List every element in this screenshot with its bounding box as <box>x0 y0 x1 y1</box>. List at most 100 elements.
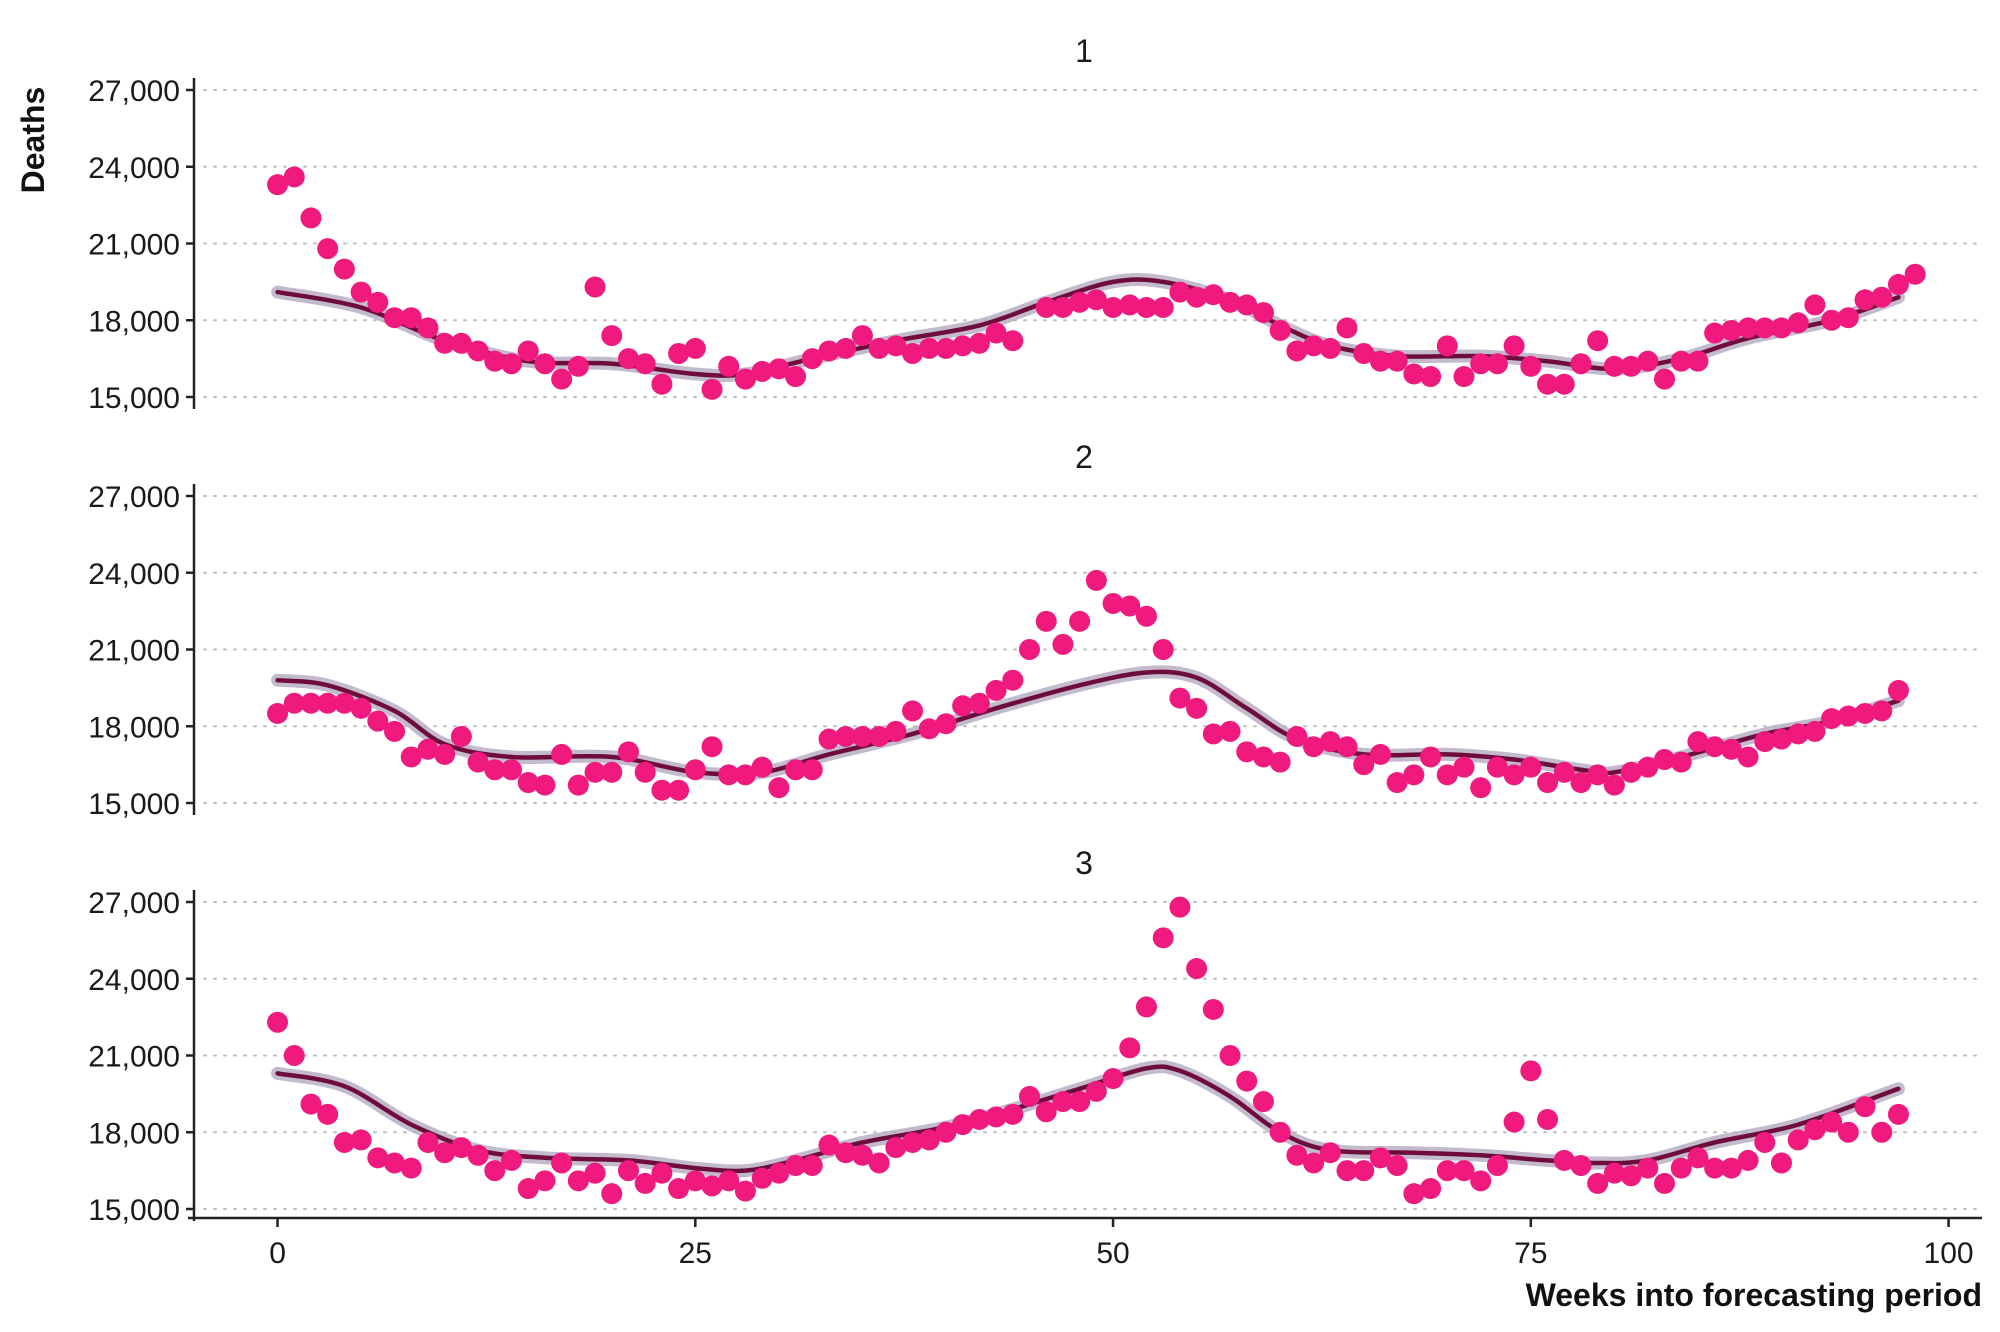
data-point <box>851 725 873 747</box>
data-point <box>500 353 522 375</box>
data-point <box>684 1170 706 1192</box>
data-point <box>400 1157 422 1179</box>
data-point <box>584 276 606 298</box>
data-point <box>484 1160 506 1182</box>
data-point <box>751 1167 773 1189</box>
data-point <box>300 692 322 714</box>
data-point <box>701 1175 723 1197</box>
data-point <box>1152 296 1174 318</box>
y-tick-label: 18,000 <box>88 305 180 338</box>
data-point <box>868 725 890 747</box>
data-point <box>768 358 790 380</box>
data-point <box>1102 296 1124 318</box>
data-point <box>500 759 522 781</box>
data-point <box>851 1144 873 1166</box>
data-point <box>1403 1183 1425 1205</box>
data-point <box>1252 1091 1274 1113</box>
data-point <box>1537 373 1559 395</box>
data-point <box>1754 731 1776 753</box>
data-point <box>668 1178 690 1200</box>
data-point <box>718 764 740 786</box>
x-tick-label: 0 <box>269 1237 286 1270</box>
data-point <box>668 343 690 365</box>
data-point <box>684 759 706 781</box>
y-axis-title: Deaths <box>15 87 51 194</box>
data-point <box>1436 335 1458 357</box>
data-point <box>785 759 807 781</box>
data-point <box>617 741 639 763</box>
data-point <box>1252 746 1274 768</box>
data-point <box>500 1149 522 1171</box>
data-point <box>1119 595 1141 617</box>
data-point <box>567 1170 589 1192</box>
data-point <box>785 1155 807 1177</box>
data-point <box>1369 1147 1391 1169</box>
data-point <box>885 720 907 742</box>
data-point <box>567 355 589 377</box>
data-point <box>801 1155 823 1177</box>
data-point <box>1069 291 1091 313</box>
data-point <box>835 1142 857 1164</box>
panel-2: 2 15,000 18,000 21,000 24,000 27,000 <box>88 439 1983 821</box>
y-tick-label: 15,000 <box>88 788 180 821</box>
data-point <box>1319 731 1341 753</box>
data-point <box>367 710 389 732</box>
data-point <box>1169 896 1191 918</box>
data-point <box>952 335 974 357</box>
data-point <box>450 332 472 354</box>
data-point <box>1804 294 1826 316</box>
data-point <box>985 1106 1007 1128</box>
data-point <box>1420 366 1442 388</box>
data-point <box>1303 1152 1325 1174</box>
data-point <box>517 340 539 362</box>
data-point <box>417 1131 439 1153</box>
data-point <box>517 772 539 794</box>
data-point <box>1587 1172 1609 1194</box>
data-point <box>1436 1160 1458 1182</box>
data-point <box>467 1144 489 1166</box>
y-tick-label: 24,000 <box>88 152 180 185</box>
data-point <box>283 692 305 714</box>
data-point <box>300 1093 322 1115</box>
data-point <box>1503 1111 1525 1133</box>
data-point <box>718 355 740 377</box>
panel-title: 2 <box>1075 439 1093 475</box>
data-point <box>333 1131 355 1153</box>
data-point <box>534 774 556 796</box>
y-tick-label: 18,000 <box>88 711 180 744</box>
data-point <box>1587 764 1609 786</box>
data-point <box>267 174 289 196</box>
data-point <box>467 751 489 773</box>
data-point <box>1052 296 1074 318</box>
data-point <box>1269 319 1291 341</box>
data-point <box>1787 1129 1809 1151</box>
data-point <box>1821 708 1843 730</box>
data-point <box>1186 286 1208 308</box>
data-point <box>333 258 355 280</box>
data-point <box>935 713 957 735</box>
data-point <box>868 1152 890 1174</box>
y-tick-label: 27,000 <box>88 887 180 920</box>
data-point <box>333 692 355 714</box>
data-point <box>400 307 422 329</box>
data-point <box>317 238 339 260</box>
data-point <box>1336 736 1358 758</box>
data-point <box>952 695 974 717</box>
data-point <box>1035 610 1057 632</box>
data-point <box>1887 679 1909 701</box>
data-point <box>417 317 439 339</box>
data-point <box>1236 741 1258 763</box>
data-point <box>434 332 456 354</box>
data-point <box>1135 996 1157 1018</box>
data-point <box>634 353 656 375</box>
data-point <box>1637 756 1659 778</box>
data-point <box>902 343 924 365</box>
data-point <box>1553 1149 1575 1171</box>
data-point <box>1603 355 1625 377</box>
data-point <box>1871 700 1893 722</box>
y-tick-label: 21,000 <box>88 1041 180 1074</box>
y-tick-label: 27,000 <box>88 75 180 108</box>
data-point <box>350 281 372 303</box>
data-point <box>1002 330 1024 352</box>
data-point <box>1336 317 1358 339</box>
